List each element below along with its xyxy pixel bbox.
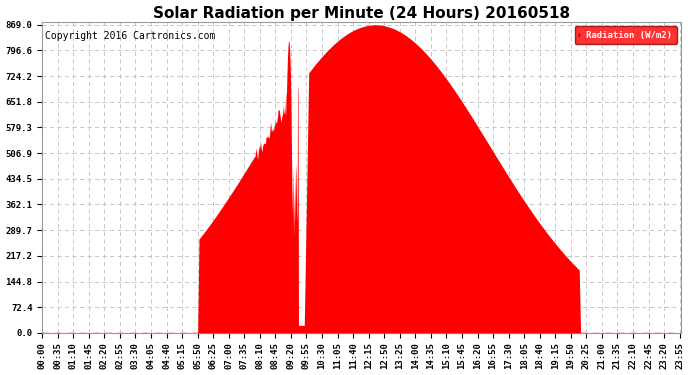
Text: Copyright 2016 Cartronics.com: Copyright 2016 Cartronics.com [46,31,216,41]
Legend: Radiation (W/m2): Radiation (W/m2) [575,26,677,44]
Title: Solar Radiation per Minute (24 Hours) 20160518: Solar Radiation per Minute (24 Hours) 20… [153,6,571,21]
